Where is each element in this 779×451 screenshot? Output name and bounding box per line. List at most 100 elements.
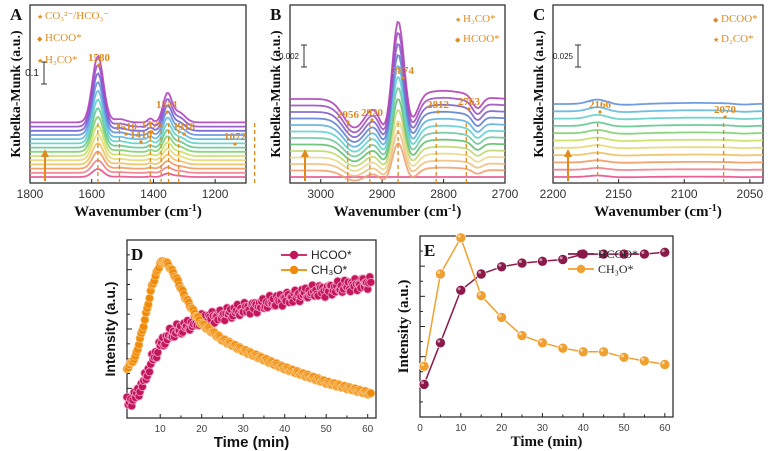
data-point-highlight xyxy=(457,287,461,291)
y-axis-label: Kubelka-Munk (a.u.) xyxy=(532,30,547,158)
x-tick-label: 1200 xyxy=(202,187,229,201)
legend-label: HCOO* xyxy=(45,32,82,44)
peak-label: 1318 xyxy=(173,121,196,133)
peak-marker xyxy=(233,142,237,146)
spectrum-line xyxy=(30,72,246,132)
peak-label: 2874 xyxy=(392,65,415,77)
spectrum-line xyxy=(553,151,763,157)
peak-label: 2070 xyxy=(714,104,737,116)
x-tick-label: 1400 xyxy=(140,187,167,201)
peak-marker xyxy=(598,110,602,114)
x-tick-label: 60 xyxy=(659,423,671,434)
data-point xyxy=(418,379,430,390)
data-point-highlight xyxy=(478,270,482,274)
data-point xyxy=(366,388,376,398)
data-point-highlight xyxy=(478,292,482,296)
x-tick-label: 60 xyxy=(362,424,374,435)
scale-bar-label: 0.025 xyxy=(553,52,574,61)
data-point-highlight xyxy=(539,258,543,262)
x-tick-label: 40 xyxy=(279,424,291,435)
data-point xyxy=(435,337,446,349)
data-point xyxy=(455,284,467,296)
x-tick-label: 50 xyxy=(618,423,630,434)
data-point xyxy=(659,359,671,370)
spectrum-line xyxy=(30,141,246,166)
spectrum-line xyxy=(553,121,763,128)
data-point xyxy=(145,367,154,377)
spectrum-line xyxy=(30,63,246,128)
peak-label: 1375 xyxy=(141,119,164,131)
superscript: -1 xyxy=(448,203,456,214)
scale-bar-label: 0.1 xyxy=(25,68,39,79)
peak-marker xyxy=(97,63,101,67)
legend-label: D₂CO* xyxy=(721,33,754,45)
data-point-highlight xyxy=(518,332,522,336)
x-axis-label: Time (min) xyxy=(511,434,583,450)
x-tick-label: 3000 xyxy=(307,187,334,201)
spectrum-line xyxy=(290,98,506,163)
data-point xyxy=(418,360,430,372)
data-point-highlight xyxy=(641,357,645,361)
x-tick-label: 10 xyxy=(155,424,167,435)
data-point-highlight xyxy=(421,363,424,367)
legend-label: CO₃²⁻/HCO₃⁻ xyxy=(45,10,109,22)
peak-label: 1510 xyxy=(115,121,138,133)
peak-marker xyxy=(370,118,374,122)
spectrum-line xyxy=(30,107,246,149)
legend-label: HCOO* xyxy=(598,247,638,261)
data-point xyxy=(639,248,650,260)
spectrum-line xyxy=(30,98,246,145)
x-axis-label: Time (min) xyxy=(214,434,290,451)
legend-label: CH₃O* xyxy=(311,263,348,277)
legend-marker xyxy=(289,250,299,260)
data-point xyxy=(598,346,609,358)
label-tail: ) xyxy=(197,204,202,220)
data-point xyxy=(475,268,487,280)
star-marker-icon: ★ xyxy=(37,13,43,21)
data-point-highlight xyxy=(559,256,563,260)
data-point xyxy=(496,261,507,273)
x-tick-label: 0 xyxy=(417,423,423,434)
data-point-highlight xyxy=(421,381,424,385)
panel-b: B Kubelka-Munk (a.u.) 3000 2900 2800 2700 Wave… xyxy=(269,4,519,220)
peak-marker xyxy=(182,132,186,136)
data-point-highlight xyxy=(559,345,563,349)
spectrum-line xyxy=(290,142,506,182)
spectrum-line xyxy=(290,109,505,168)
panel-c: C Kubelka-Munk (a.u.) 2200 2150 2100 2050 Wave… xyxy=(532,4,764,220)
data-point-highlight xyxy=(661,249,665,253)
legend-marker xyxy=(576,249,586,259)
spectrum-line xyxy=(553,113,763,121)
time-arrow-head xyxy=(41,149,49,157)
diamond-marker-icon: ◆ xyxy=(713,16,719,24)
data-point xyxy=(496,312,507,323)
spectrum-line xyxy=(553,174,763,179)
spectrum-line xyxy=(30,150,246,170)
peak-marker xyxy=(467,107,471,111)
spectrum-line xyxy=(30,133,246,162)
x-tick-label: 2700 xyxy=(492,187,519,201)
legend-label: DCOO* xyxy=(721,13,758,25)
legend-label: CH₃O* xyxy=(598,262,634,276)
x-tick-label: 1600 xyxy=(78,187,105,201)
data-point xyxy=(537,255,548,267)
data-point-highlight xyxy=(498,263,502,267)
x-tick-label: 30 xyxy=(238,424,250,435)
star-marker-icon: ★ xyxy=(455,16,461,24)
time-arrow-head xyxy=(301,149,309,157)
spectrum-line xyxy=(553,129,763,135)
peak-label: 2166 xyxy=(589,99,612,111)
spectrum-line xyxy=(290,20,505,129)
peak-label: 2956 xyxy=(337,109,360,121)
data-point-highlight xyxy=(600,348,604,352)
spectrum-line xyxy=(553,98,763,106)
peak-marker xyxy=(139,140,143,144)
y-axis-label: Kubelka-Munk (a.u.) xyxy=(269,30,284,158)
data-point-highlight xyxy=(539,339,543,343)
y-axis-label: Intensity (a.u.) xyxy=(102,282,118,377)
spectrum-line xyxy=(553,167,763,171)
legend-marker xyxy=(576,264,586,274)
peak-label: 1580 xyxy=(88,52,111,64)
data-point xyxy=(516,257,528,269)
peak-marker xyxy=(124,132,128,136)
